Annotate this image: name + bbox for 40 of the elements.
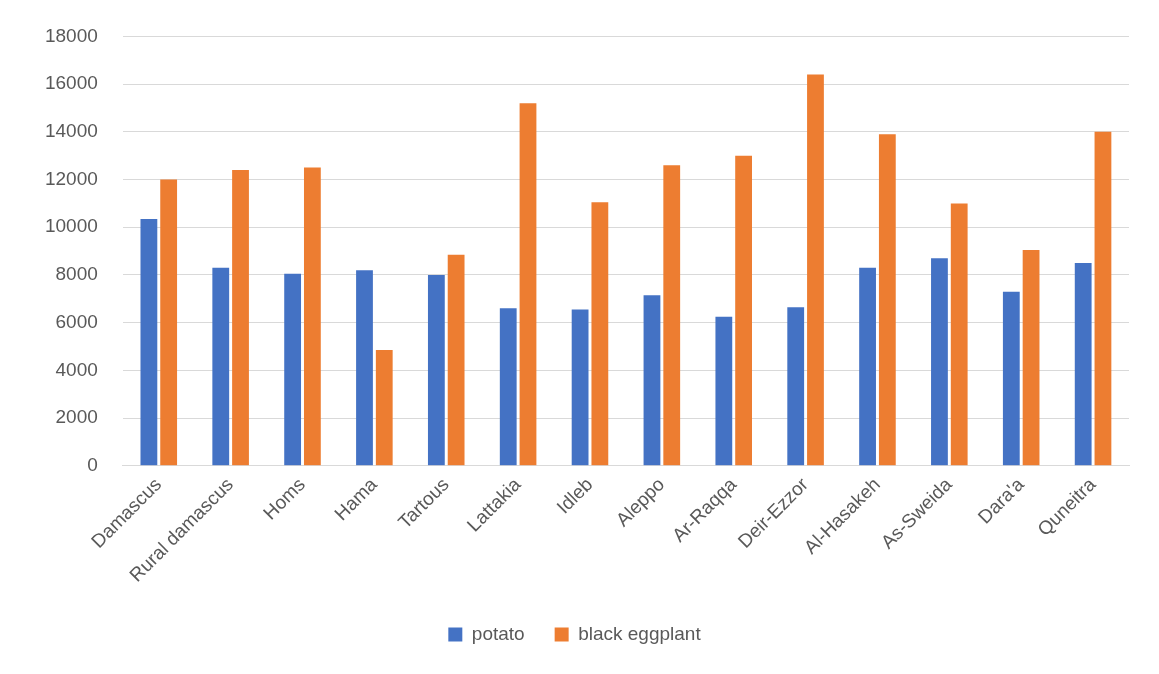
bar xyxy=(787,307,805,466)
bar xyxy=(859,267,876,466)
bar xyxy=(571,309,589,466)
bar xyxy=(1022,249,1040,466)
y-tick-label: 0 xyxy=(87,454,98,476)
y-tick-label: 4000 xyxy=(55,358,98,380)
bar xyxy=(140,218,158,466)
bar xyxy=(303,167,321,466)
bar xyxy=(499,308,517,466)
bar xyxy=(807,74,824,466)
y-tick-label: 8000 xyxy=(55,263,98,285)
legend-label: potato xyxy=(471,622,525,644)
bar xyxy=(878,134,896,466)
y-tick-label: 14000 xyxy=(44,120,98,142)
bar xyxy=(212,267,230,466)
bar xyxy=(356,270,373,466)
bar xyxy=(160,179,178,466)
bar xyxy=(1074,263,1092,466)
bar xyxy=(447,254,465,466)
bar xyxy=(735,155,752,466)
legend-label: black eggplant xyxy=(578,622,702,644)
y-tick-label: 2000 xyxy=(55,406,98,428)
y-tick-label: 18000 xyxy=(44,24,98,46)
y-tick-label: 16000 xyxy=(44,72,98,94)
bar xyxy=(950,203,968,466)
bar xyxy=(643,295,661,466)
bar xyxy=(427,274,445,466)
bar xyxy=(1002,291,1020,466)
bar xyxy=(519,103,537,466)
y-tick-label: 12000 xyxy=(44,167,98,189)
y-tick-label: 10000 xyxy=(44,215,98,237)
bar xyxy=(375,350,393,466)
bar xyxy=(284,273,302,466)
bar xyxy=(591,202,609,466)
bar xyxy=(232,169,249,466)
bar xyxy=(1094,131,1112,466)
bar xyxy=(663,165,681,466)
bar xyxy=(715,316,733,466)
y-tick-label: 6000 xyxy=(55,310,98,332)
bar xyxy=(931,258,948,466)
